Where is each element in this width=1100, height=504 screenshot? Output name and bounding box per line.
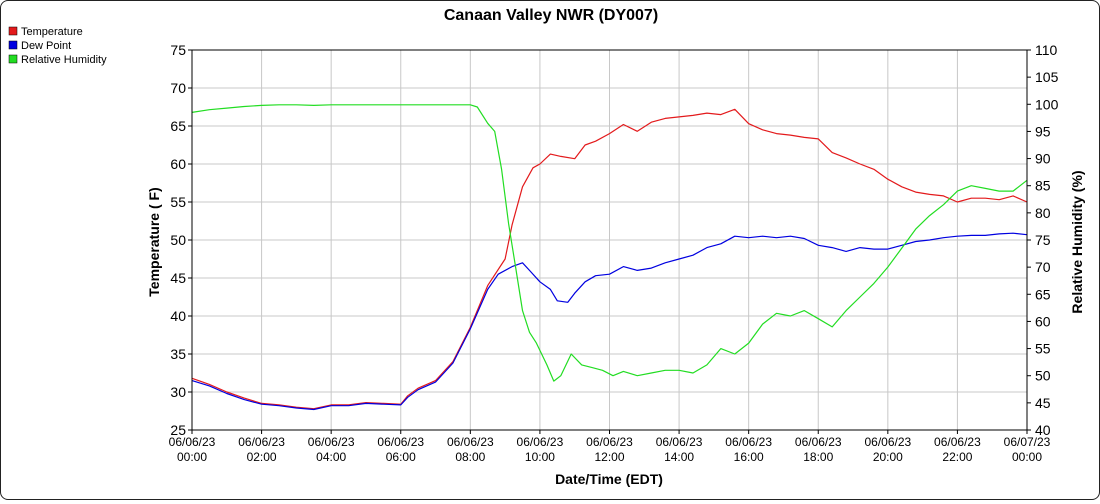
y-axis-label: Temperature ( F): [146, 187, 162, 296]
x-axis-ticks: 06/06/2300:0006/06/2302:0006/06/2304:000…: [169, 430, 1051, 464]
x-tick-time: 10:00: [525, 450, 555, 464]
x-tick-time: 18:00: [803, 450, 833, 464]
right-tick-label: 105: [1035, 69, 1059, 85]
legend-label: Dew Point: [21, 40, 71, 52]
series-lines: [191, 104, 1028, 411]
x-tick-date: 06/06/23: [447, 435, 494, 449]
left-tick-label: 45: [170, 270, 186, 286]
legend-swatch: [8, 40, 18, 50]
left-tick-label: 75: [170, 42, 186, 58]
x-tick-date: 06/06/23: [725, 435, 772, 449]
left-axis-ticks: 25 30 35 40 45 50 55 60 65 70 75: [170, 42, 192, 438]
x-tick-date: 06/06/23: [864, 435, 911, 449]
legend-label: Temperature: [21, 26, 83, 38]
x-tick-date: 06/06/23: [934, 435, 981, 449]
left-tick-label: 40: [170, 308, 186, 324]
left-tick-label: 60: [170, 156, 186, 172]
right-tick-label: 90: [1035, 151, 1051, 167]
right-tick-label: 50: [1035, 368, 1051, 384]
legend: Temperature Dew Point Relative Humidity: [8, 26, 107, 66]
x-tick-date: 06/06/23: [308, 435, 355, 449]
x-tick-time: 16:00: [734, 450, 764, 464]
x-tick-time: 02:00: [247, 450, 277, 464]
series-line-relative-humidity: [191, 104, 1028, 382]
x-tick-date: 06/06/23: [169, 435, 216, 449]
series-line-temperature: [191, 108, 1028, 410]
right-tick-label: 75: [1035, 232, 1051, 248]
x-tick-date: 06/06/23: [377, 435, 424, 449]
right-tick-label: 55: [1035, 341, 1051, 357]
chart-title: Canaan Valley NWR (DY007): [444, 7, 658, 24]
x-tick-date: 06/06/23: [517, 435, 564, 449]
y2-axis-label: Relative Humidity (%): [1069, 170, 1085, 313]
x-tick-time: 22:00: [942, 450, 972, 464]
legend-swatch: [8, 54, 18, 64]
x-tick-time: 06:00: [386, 450, 416, 464]
left-tick-label: 70: [170, 80, 186, 96]
grid: [191, 49, 1028, 431]
right-tick-label: 65: [1035, 286, 1051, 302]
x-tick-date: 06/06/23: [795, 435, 842, 449]
x-tick-time: 12:00: [594, 450, 624, 464]
right-tick-label: 80: [1035, 205, 1051, 221]
right-tick-label: 85: [1035, 178, 1051, 194]
x-tick-date: 06/06/23: [238, 435, 285, 449]
x-tick-time: 20:00: [873, 450, 903, 464]
left-tick-label: 55: [170, 194, 186, 210]
x-tick-date: 06/06/23: [586, 435, 633, 449]
left-tick-label: 30: [170, 384, 186, 400]
right-tick-label: 45: [1035, 395, 1051, 411]
x-tick-time: 08:00: [455, 450, 485, 464]
right-tick-label: 100: [1035, 96, 1059, 112]
legend-swatch: [8, 26, 18, 36]
left-tick-label: 65: [170, 118, 186, 134]
x-tick-date: 06/07/23: [1004, 435, 1051, 449]
x-axis-label: Date/Time (EDT): [555, 471, 663, 487]
right-tick-label: 40: [1035, 422, 1051, 438]
left-tick-label: 25: [170, 422, 186, 438]
x-tick-time: 00:00: [1012, 450, 1042, 464]
series-line-dew-point: [191, 232, 1028, 411]
left-tick-label: 35: [170, 346, 186, 362]
x-tick-time: 04:00: [316, 450, 346, 464]
x-tick-date: 06/06/23: [656, 435, 703, 449]
right-tick-label: 70: [1035, 259, 1051, 275]
plot-border: [191, 49, 1028, 431]
x-tick-time: 14:00: [664, 450, 694, 464]
left-tick-label: 50: [170, 232, 186, 248]
legend-label: Relative Humidity: [21, 54, 107, 66]
right-tick-label: 95: [1035, 123, 1051, 139]
right-tick-label: 110: [1035, 42, 1058, 58]
right-axis-ticks: 40 45 50 55 60 65 70 75 80 85 90 95 100 105 110: [1027, 42, 1059, 438]
x-tick-time: 00:00: [177, 450, 207, 464]
right-tick-label: 60: [1035, 313, 1051, 329]
